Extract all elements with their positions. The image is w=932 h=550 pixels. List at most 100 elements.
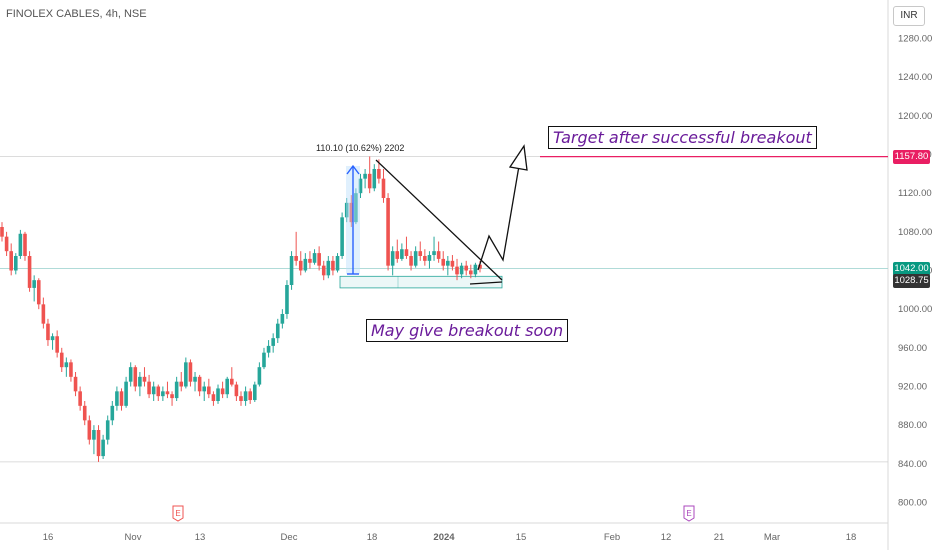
support-price-tag: 1028.75 xyxy=(893,274,930,289)
candle-body xyxy=(216,388,220,401)
candle-body xyxy=(27,256,32,288)
x-tick-label: 21 xyxy=(714,532,725,543)
y-tick-label: 1120.00 xyxy=(898,188,932,199)
candle-body xyxy=(161,391,165,397)
candle-body xyxy=(119,391,124,406)
candle-body xyxy=(478,264,482,269)
breakout-annotation[interactable]: May give breakout soon xyxy=(366,319,569,342)
candle-body xyxy=(110,405,115,421)
trend-drawings xyxy=(346,144,528,285)
candle-body xyxy=(473,264,478,275)
candle-body xyxy=(41,304,46,324)
candle-body xyxy=(349,202,354,223)
candle-body xyxy=(23,233,27,256)
earnings-marker: E xyxy=(172,505,184,522)
candle-body xyxy=(179,381,184,387)
y-tick-label: 1280.00 xyxy=(898,34,932,45)
candle-body xyxy=(101,439,105,457)
candle-body xyxy=(115,391,119,406)
candle-body xyxy=(464,265,469,271)
candle-body xyxy=(469,270,473,275)
horizontal-levels xyxy=(0,156,888,463)
candle-body xyxy=(105,420,110,440)
candle-body xyxy=(220,388,225,395)
candle-body xyxy=(59,352,64,368)
x-tick-label: Feb xyxy=(604,532,620,543)
grid-lines xyxy=(0,0,889,550)
time-axis[interactable]: 16 Nov 13 Dec 18 2024 15 Feb 12 21 Mar 18 xyxy=(43,532,857,543)
earnings-marker: E xyxy=(683,505,695,522)
candle-body xyxy=(73,376,78,392)
candle-body xyxy=(239,396,243,401)
candle-body xyxy=(184,362,188,387)
y-tick-label: 880.00 xyxy=(898,420,927,431)
candle-body xyxy=(400,249,404,259)
candle-body xyxy=(271,338,275,346)
candle-body xyxy=(377,169,381,179)
candle-body xyxy=(418,251,423,256)
candle-body xyxy=(381,178,386,198)
candle-body xyxy=(340,217,344,256)
candle-body xyxy=(197,376,202,392)
candles xyxy=(0,156,482,462)
candle-body xyxy=(395,251,400,259)
candle-body xyxy=(18,233,23,256)
candle-body xyxy=(409,256,413,266)
candle-body xyxy=(275,323,280,339)
candle-body xyxy=(252,384,257,401)
candle-body xyxy=(124,381,128,406)
candle-body xyxy=(289,256,294,285)
y-tick-label: 800.00 xyxy=(898,498,927,509)
candle-body xyxy=(202,386,207,392)
support-zone xyxy=(339,275,503,289)
x-tick-label: Nov xyxy=(125,532,142,543)
candle-body xyxy=(193,376,197,382)
candle-body xyxy=(367,173,372,189)
candle-body xyxy=(298,260,303,271)
candle-body xyxy=(344,202,349,218)
earnings-marker-badge xyxy=(172,505,184,522)
candle-body xyxy=(280,314,285,324)
currency-button[interactable]: INR xyxy=(893,6,925,26)
candle-body xyxy=(358,178,363,194)
candle-body xyxy=(230,378,234,385)
target-annotation[interactable]: Target after successful breakout xyxy=(548,126,817,149)
candle-body xyxy=(138,376,142,387)
candle-body xyxy=(441,258,446,266)
candle-body xyxy=(156,386,161,397)
candle-body xyxy=(372,169,377,189)
last-price-tag: 1042.00 xyxy=(893,261,930,276)
x-tick-label: 18 xyxy=(846,532,857,543)
breakout-path xyxy=(477,159,521,271)
candle-body xyxy=(64,362,69,368)
candle-body xyxy=(0,227,4,237)
x-tick-label: 16 xyxy=(43,532,54,543)
candle-body xyxy=(9,251,13,271)
candle-body xyxy=(170,394,174,399)
candle-body xyxy=(207,386,211,395)
symbol-title[interactable]: FINOLEX CABLES, 4h, NSE xyxy=(6,8,147,20)
candle-body xyxy=(174,381,179,399)
y-tick-label: 960.00 xyxy=(898,343,927,354)
candle-body xyxy=(294,256,298,261)
candle-body xyxy=(262,352,266,368)
candle-body xyxy=(92,430,96,440)
triangle-base xyxy=(469,281,503,285)
candle-body xyxy=(248,391,252,401)
measure-label: 110.10 (10.62%) 2202 xyxy=(313,142,408,154)
candle-body xyxy=(55,336,59,353)
earnings-marker-badge xyxy=(683,505,695,522)
candle-body xyxy=(32,280,36,288)
candle-body xyxy=(225,378,230,395)
candle-body xyxy=(46,323,50,341)
candle-body xyxy=(266,345,271,353)
candle-body xyxy=(82,405,87,421)
x-tick-label: Dec xyxy=(281,532,298,543)
candle-body xyxy=(257,367,262,385)
measure-arrowhead xyxy=(346,164,360,175)
target-price-tag: 1157.80 xyxy=(893,149,930,164)
candle-body xyxy=(308,258,312,263)
candle-body xyxy=(321,265,326,276)
candle-body xyxy=(4,236,9,252)
